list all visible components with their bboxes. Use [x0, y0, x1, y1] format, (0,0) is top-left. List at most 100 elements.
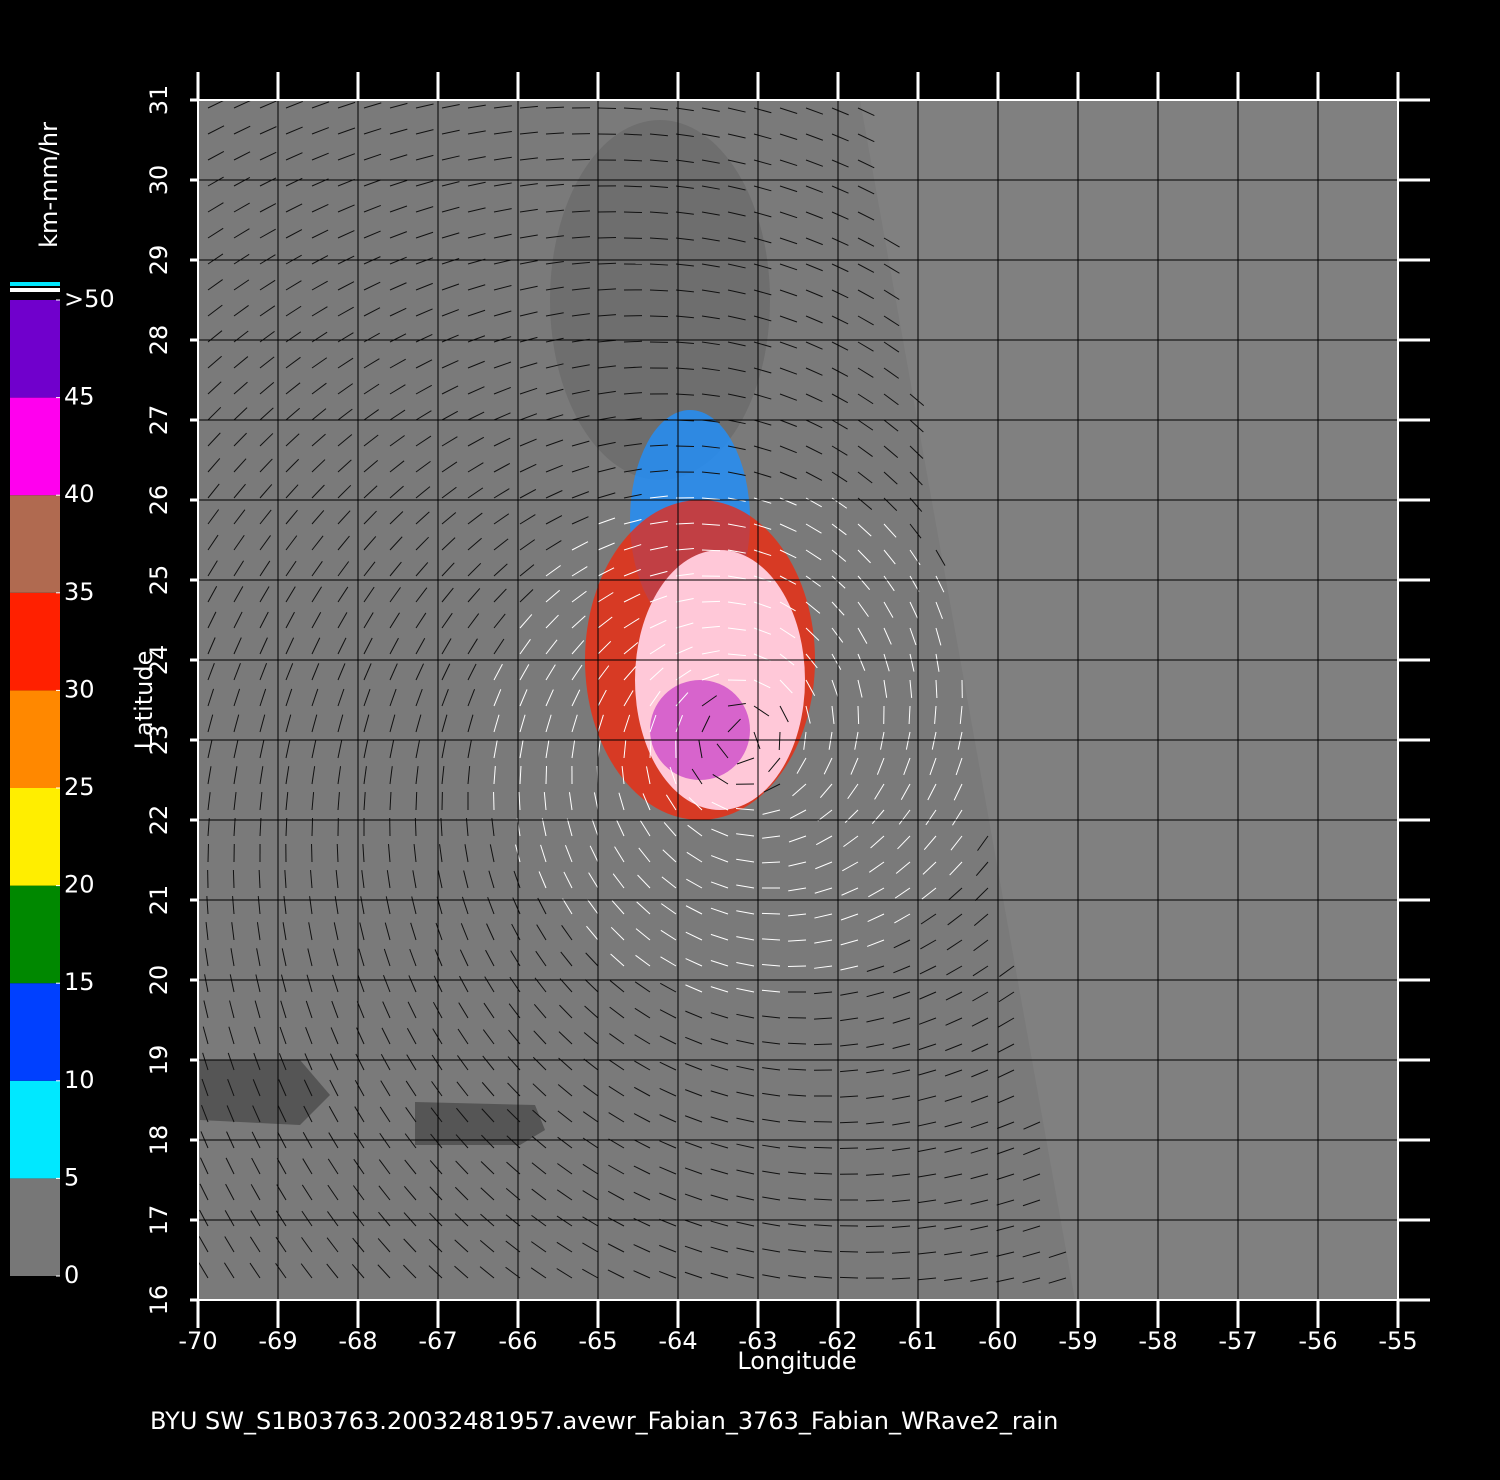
wind-vector	[233, 356, 249, 369]
wind-vector	[953, 783, 963, 801]
wind-vector	[788, 1119, 807, 1123]
wind-vector	[831, 185, 849, 194]
wind-vector	[597, 365, 616, 369]
wind-vector	[311, 101, 330, 109]
wind-vector	[675, 573, 694, 577]
wind-vector	[788, 1197, 807, 1201]
wind-vector	[259, 560, 271, 577]
wind-vector	[866, 1173, 885, 1176]
wind-vector	[493, 538, 509, 551]
wind-vector	[519, 489, 537, 499]
wind-vector	[918, 1017, 937, 1025]
colorbar-swatch	[10, 788, 60, 886]
wind-vector	[337, 383, 354, 395]
wind-vector	[519, 105, 538, 109]
wind-vector	[814, 913, 833, 919]
wind-vector	[623, 568, 641, 577]
wind-vector	[857, 159, 875, 169]
wind-vector	[233, 688, 241, 707]
wind-vector	[675, 445, 695, 448]
wind-vector	[583, 1032, 599, 1045]
wind-vector	[727, 315, 746, 321]
wind-vector	[894, 913, 911, 924]
wind-vector	[736, 1169, 755, 1175]
wind-vector	[493, 412, 511, 421]
wind-vector	[925, 809, 937, 826]
wind-vector	[931, 731, 937, 750]
wind-vector	[762, 1170, 781, 1175]
wind-vector	[389, 282, 407, 291]
wind-vector	[335, 870, 339, 889]
wind-vector	[233, 177, 251, 187]
wind-vector	[633, 1270, 651, 1279]
wind-vector	[710, 1064, 729, 1071]
wind-vector	[571, 236, 590, 239]
wind-vector	[649, 159, 668, 163]
wind-vector	[582, 1111, 599, 1123]
wind-vector	[805, 549, 822, 561]
wind-vector	[883, 471, 898, 485]
wind-vector	[597, 314, 616, 317]
wind-vector	[223, 1262, 235, 1279]
colorbar-swatch	[10, 300, 60, 398]
wind-vector	[675, 622, 694, 629]
wind-vector	[467, 562, 482, 577]
wind-vector	[440, 818, 443, 837]
wind-vector	[233, 202, 250, 213]
wind-vector	[857, 211, 875, 221]
wind-vector	[389, 205, 408, 213]
wind-vector	[675, 669, 692, 681]
y-tick-label: 29	[145, 245, 173, 276]
wind-vector	[249, 1236, 261, 1253]
wind-vector	[634, 1060, 651, 1071]
wind-vector	[519, 131, 538, 135]
wind-vector	[533, 1003, 547, 1019]
wind-vector	[403, 1264, 417, 1279]
wind-vector	[545, 388, 564, 395]
wind-vector	[996, 1173, 1015, 1180]
wind-vector	[467, 156, 486, 161]
wind-vector	[762, 989, 781, 993]
wind-vector	[597, 416, 616, 421]
wind-vector	[389, 612, 400, 629]
wind-vector	[489, 844, 495, 863]
wind-vector	[378, 1185, 391, 1201]
wind-vector	[977, 835, 989, 851]
wind-vector	[840, 1017, 859, 1022]
wind-vector	[227, 1052, 235, 1071]
wind-vector	[659, 1035, 677, 1045]
wind-vector	[545, 589, 561, 603]
wind-vector	[441, 461, 458, 473]
wind-vector	[285, 792, 289, 811]
wind-vector	[1022, 1251, 1041, 1258]
wind-vector	[736, 858, 755, 863]
wind-vector	[857, 263, 875, 273]
wind-vector	[999, 965, 1015, 977]
wind-vector	[945, 1043, 963, 1052]
wind-vector	[840, 913, 859, 921]
wind-vector	[792, 783, 807, 797]
wind-vector	[231, 922, 235, 941]
wind-vector	[866, 991, 885, 998]
wind-vector	[1022, 1225, 1041, 1232]
x-tick-label: -67	[418, 1327, 457, 1355]
wind-vector	[337, 740, 343, 759]
wind-vector	[337, 101, 356, 109]
wind-vector	[649, 133, 668, 137]
wind-vector	[481, 1108, 495, 1123]
wind-vector	[637, 874, 651, 889]
wind-vector	[285, 535, 298, 551]
wind-vector	[327, 1184, 339, 1201]
wind-vector	[701, 341, 720, 346]
wind-vector	[363, 307, 381, 317]
wind-vector	[623, 593, 641, 603]
wind-vector	[467, 537, 482, 551]
wind-vector	[249, 1262, 261, 1279]
wind-vector	[611, 900, 625, 915]
wind-vector	[414, 817, 417, 837]
wind-vector	[467, 663, 477, 681]
wind-vector	[814, 1198, 833, 1201]
wind-vector	[441, 512, 457, 525]
wind-vector	[225, 1183, 235, 1201]
wind-vector	[207, 125, 225, 135]
